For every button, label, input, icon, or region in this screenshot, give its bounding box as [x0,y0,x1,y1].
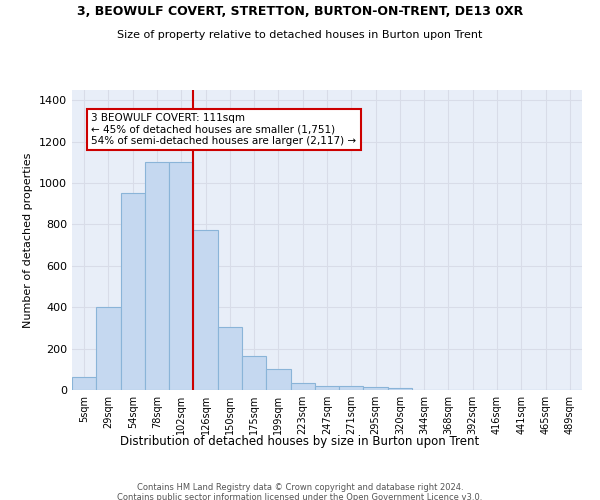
Bar [72,376,96,390]
Bar [145,162,169,390]
Bar [364,387,388,390]
Bar [339,386,364,390]
Bar [315,386,339,390]
Bar [193,230,218,390]
Bar [266,370,290,390]
Bar [290,383,315,390]
Bar [218,327,242,390]
Bar [96,307,121,390]
Text: Size of property relative to detached houses in Burton upon Trent: Size of property relative to detached ho… [118,30,482,40]
Bar [121,194,145,390]
Bar [169,162,193,390]
Text: 3 BEOWULF COVERT: 111sqm
← 45% of detached houses are smaller (1,751)
54% of sem: 3 BEOWULF COVERT: 111sqm ← 45% of detach… [91,113,356,146]
Text: Distribution of detached houses by size in Burton upon Trent: Distribution of detached houses by size … [121,435,479,448]
Y-axis label: Number of detached properties: Number of detached properties [23,152,34,328]
Text: Contains HM Land Registry data © Crown copyright and database right 2024.
Contai: Contains HM Land Registry data © Crown c… [118,482,482,500]
Bar [388,388,412,390]
Text: 3, BEOWULF COVERT, STRETTON, BURTON-ON-TRENT, DE13 0XR: 3, BEOWULF COVERT, STRETTON, BURTON-ON-T… [77,5,523,18]
Bar [242,356,266,390]
